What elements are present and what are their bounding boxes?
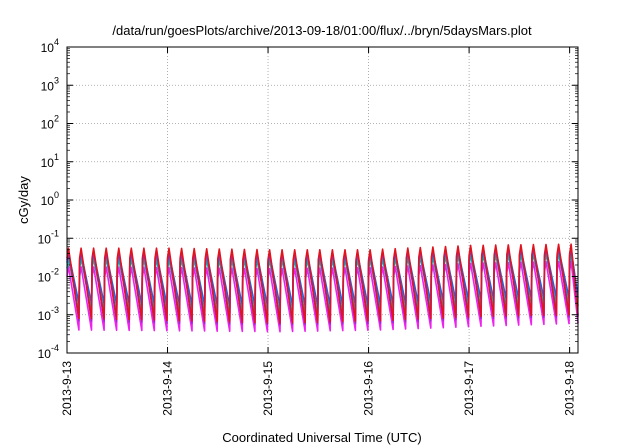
x-tick-label: 2013-9-13 (60, 361, 74, 416)
x-axis-label: Coordinated Universal Time (UTC) (222, 430, 421, 445)
y-tick-label: 101 (41, 152, 59, 170)
y-axis: 10-4 10-3 10-2 10-1 100 101 102 103 104 (38, 37, 578, 361)
x-tick-label: 2013-9-17 (462, 361, 476, 416)
x-tick-label: 2013-9-16 (362, 361, 376, 416)
y-tick-label: 104 (41, 37, 59, 55)
series-layer (66, 243, 579, 333)
y-tick-label: 10-4 (38, 343, 59, 361)
y-axis-label: cGy/day (16, 176, 31, 224)
grid (67, 47, 578, 353)
y-tick-label: 100 (41, 190, 59, 208)
y-tick-label: 10-2 (38, 267, 59, 285)
chart-title: /data/run/goesPlots/archive/2013-09-18/0… (112, 23, 532, 38)
y-tick-label: 10-1 (38, 228, 59, 246)
x-tick-label: 2013-9-18 (563, 361, 577, 416)
x-tick-label: 2013-9-14 (161, 361, 175, 416)
y-tick-label: 10-3 (38, 305, 59, 323)
x-axis: 2013-9-13 2013-9-14 2013-9-15 2013-9-16 2013… (60, 47, 577, 416)
y-tick-label: 102 (41, 114, 59, 132)
series-line (66, 243, 579, 324)
x-tick-label: 2013-9-15 (261, 361, 275, 416)
y-tick-label: 103 (41, 75, 59, 93)
